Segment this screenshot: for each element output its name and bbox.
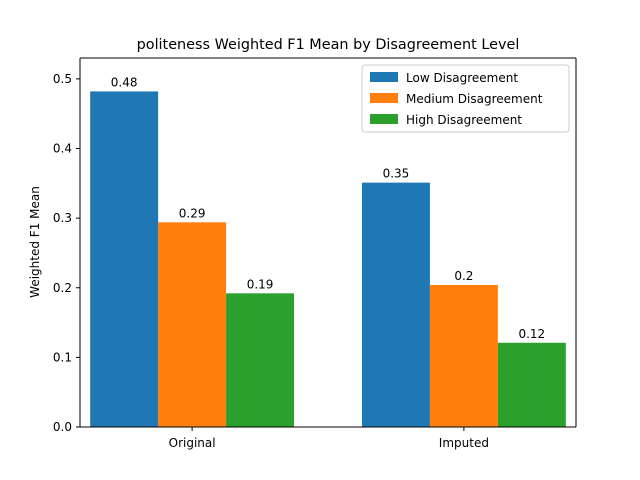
bar <box>90 91 159 427</box>
bar <box>226 293 295 427</box>
data-label: 0.2 <box>454 269 473 283</box>
chart-title: politeness Weighted F1 Mean by Disagreem… <box>137 37 520 53</box>
legend-label: High Disagreement <box>406 113 522 127</box>
legend-box <box>361 64 570 133</box>
data-label: 0.29 <box>179 206 206 220</box>
legend: Low Disagreement Medium Disagreement High … <box>361 64 570 133</box>
legend-swatch <box>370 72 398 82</box>
data-label: 0.12 <box>518 327 545 341</box>
data-label: 0.35 <box>383 167 410 181</box>
legend-swatch <box>370 93 398 103</box>
plot-area: 0.48 0.35 0.29 0.2 0.19 0.12 0.0 0.1 0.2 0.3 0.4 0.… <box>53 57 577 450</box>
y-tick-label: 0.0 <box>53 420 72 434</box>
data-label: 0.19 <box>247 277 274 291</box>
y-tick-label: 0.3 <box>53 211 72 225</box>
bar <box>361 182 430 427</box>
data-label: 0.48 <box>111 75 138 89</box>
y-tick-label: 0.4 <box>53 142 72 156</box>
legend-label: Low Disagreement <box>406 71 518 85</box>
x-tick-label: Imputed <box>439 436 489 450</box>
legend-swatch <box>370 114 398 124</box>
y-axis-label: Weighted F1 Mean <box>28 186 42 298</box>
y-tick-label: 0.5 <box>53 72 72 86</box>
legend-label: Medium Disagreement <box>406 92 543 106</box>
y-tick-label: 0.1 <box>53 350 72 364</box>
y-tick-label: 0.2 <box>53 281 72 295</box>
x-tick-label: Original <box>169 436 216 450</box>
bar <box>429 284 498 427</box>
bar <box>497 342 566 427</box>
bar <box>158 222 227 427</box>
